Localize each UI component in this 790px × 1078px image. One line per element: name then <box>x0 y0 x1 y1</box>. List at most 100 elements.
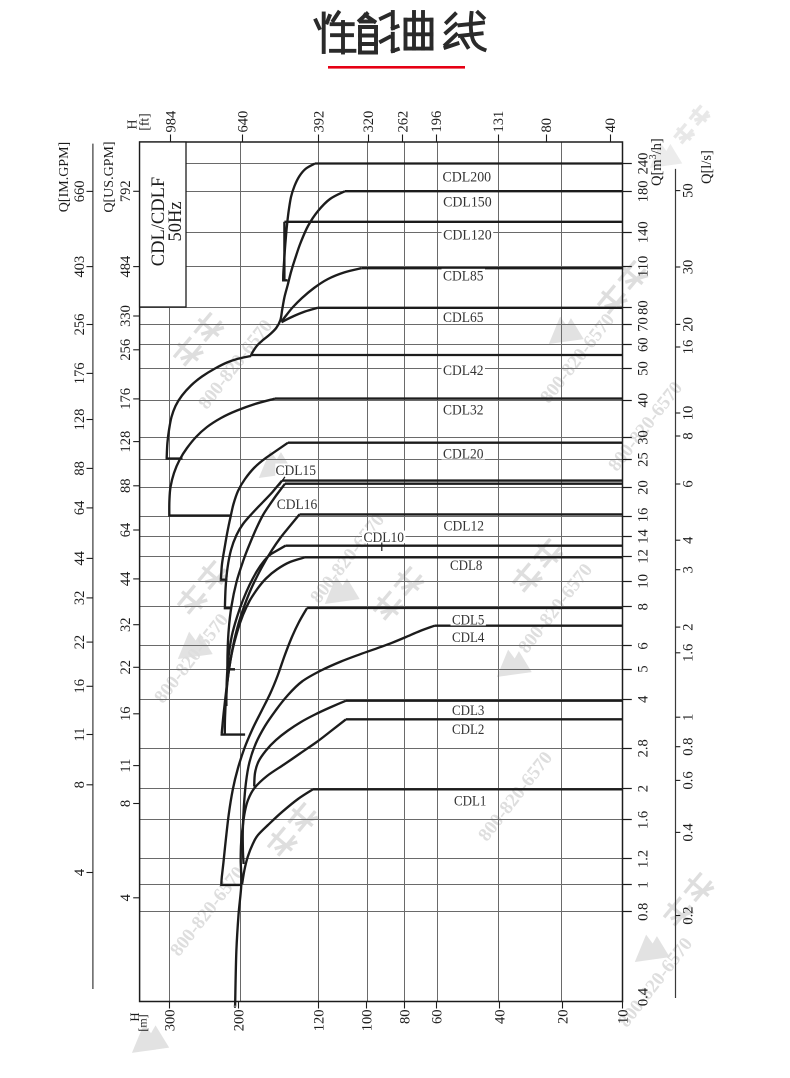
svg-text:8: 8 <box>72 781 88 788</box>
svg-text:50: 50 <box>681 183 697 198</box>
svg-text:2: 2 <box>636 785 652 792</box>
svg-text:3: 3 <box>681 566 697 573</box>
svg-text:22: 22 <box>72 635 88 650</box>
svg-text:64: 64 <box>72 500 88 515</box>
svg-text:4: 4 <box>681 536 697 544</box>
svg-text:44: 44 <box>72 550 88 565</box>
svg-text:0.4: 0.4 <box>636 987 652 1006</box>
svg-text:CDL200: CDL200 <box>443 169 492 185</box>
svg-text:CDL2: CDL2 <box>452 722 484 738</box>
svg-text:180: 180 <box>636 181 652 203</box>
svg-text:88: 88 <box>72 461 88 476</box>
svg-text:100: 100 <box>360 1010 376 1032</box>
svg-text:120: 120 <box>312 1010 328 1032</box>
svg-text:60: 60 <box>636 338 652 353</box>
svg-text:0.6: 0.6 <box>681 771 697 789</box>
svg-text:CDL10: CDL10 <box>364 530 405 546</box>
svg-text:CDL120: CDL120 <box>443 228 492 244</box>
svg-text:140: 140 <box>636 221 652 243</box>
svg-text:1.6: 1.6 <box>681 644 697 662</box>
svg-text:Q[m3/h]: Q[m3/h] <box>648 138 666 186</box>
svg-text:[ft]: [ft] <box>137 113 152 130</box>
svg-text:256: 256 <box>118 339 134 361</box>
svg-text:10: 10 <box>636 574 652 589</box>
svg-text:2.8: 2.8 <box>636 739 652 757</box>
svg-text:CDL1: CDL1 <box>454 793 486 809</box>
svg-text:40: 40 <box>636 393 652 408</box>
svg-text:40: 40 <box>493 1010 509 1025</box>
svg-text:1.2: 1.2 <box>636 850 652 868</box>
svg-text:11: 11 <box>72 728 88 742</box>
svg-text:Q[l/s]: Q[l/s] <box>699 150 715 184</box>
svg-text:CDL20: CDL20 <box>443 447 484 463</box>
svg-text:Q[US.GPM]: Q[US.GPM] <box>102 141 117 212</box>
svg-text:0.2: 0.2 <box>681 906 697 924</box>
svg-text:792: 792 <box>118 180 134 202</box>
svg-text:30: 30 <box>636 430 652 445</box>
svg-text:CDL3: CDL3 <box>452 703 484 719</box>
svg-text:CDL15: CDL15 <box>276 463 317 479</box>
svg-text:262: 262 <box>396 111 412 133</box>
svg-text:128: 128 <box>118 431 134 453</box>
svg-text:20: 20 <box>636 480 652 495</box>
svg-text:392: 392 <box>312 111 328 133</box>
svg-text:131: 131 <box>491 111 507 133</box>
svg-text:H: H <box>128 1012 142 1021</box>
svg-text:11: 11 <box>118 759 134 773</box>
svg-text:80: 80 <box>636 300 652 315</box>
svg-text:10: 10 <box>681 406 697 421</box>
svg-text:80: 80 <box>539 118 555 133</box>
svg-text:40: 40 <box>603 118 619 133</box>
svg-text:H: H <box>125 119 140 129</box>
svg-text:200: 200 <box>232 1010 248 1032</box>
svg-text:CDL150: CDL150 <box>443 194 492 210</box>
svg-text:176: 176 <box>118 388 134 410</box>
svg-text:300: 300 <box>163 1010 179 1032</box>
svg-text:2: 2 <box>681 623 697 630</box>
svg-text:CDL16: CDL16 <box>277 497 318 513</box>
svg-text:CDL85: CDL85 <box>443 268 484 284</box>
svg-text:30: 30 <box>681 260 697 275</box>
svg-text:240: 240 <box>636 153 652 175</box>
svg-text:8: 8 <box>681 432 697 439</box>
svg-text:22: 22 <box>118 660 134 675</box>
svg-text:CDL65: CDL65 <box>443 310 484 326</box>
svg-text:0.8: 0.8 <box>636 903 652 921</box>
svg-text:4: 4 <box>636 695 652 703</box>
svg-text:8: 8 <box>636 603 652 610</box>
svg-text:16: 16 <box>681 340 697 355</box>
svg-text:984: 984 <box>164 110 180 133</box>
svg-text:20: 20 <box>681 317 697 332</box>
svg-text:CDL4: CDL4 <box>452 630 485 646</box>
svg-text:32: 32 <box>72 591 88 606</box>
svg-text:110: 110 <box>636 256 652 277</box>
svg-text:70: 70 <box>636 317 652 332</box>
svg-text:CDL32: CDL32 <box>443 403 484 419</box>
svg-text:0.4: 0.4 <box>681 823 697 842</box>
svg-text:660: 660 <box>72 181 88 203</box>
svg-text:176: 176 <box>72 363 88 385</box>
svg-text:1.6: 1.6 <box>636 811 652 829</box>
svg-text:403: 403 <box>72 256 88 278</box>
svg-text:88: 88 <box>118 479 134 494</box>
svg-text:4: 4 <box>72 868 88 876</box>
svg-text:10: 10 <box>616 1010 632 1025</box>
svg-text:14: 14 <box>636 529 652 544</box>
svg-text:256: 256 <box>72 314 88 336</box>
svg-text:20: 20 <box>556 1010 572 1025</box>
svg-text:196: 196 <box>429 111 445 133</box>
svg-text:CDL5: CDL5 <box>452 613 484 629</box>
svg-text:CDL12: CDL12 <box>444 519 485 535</box>
svg-text:[m]: [m] <box>136 1014 150 1031</box>
svg-text:CDL8: CDL8 <box>450 558 482 574</box>
svg-text:16: 16 <box>72 679 88 694</box>
svg-text:12: 12 <box>636 549 652 564</box>
svg-text:484: 484 <box>118 255 134 278</box>
svg-text:16: 16 <box>636 508 652 523</box>
svg-text:4: 4 <box>118 893 134 901</box>
svg-text:320: 320 <box>361 111 377 133</box>
svg-text:640: 640 <box>236 111 252 133</box>
svg-text:16: 16 <box>118 707 134 722</box>
svg-text:50Hz: 50Hz <box>166 201 186 241</box>
svg-text:6: 6 <box>636 642 652 649</box>
